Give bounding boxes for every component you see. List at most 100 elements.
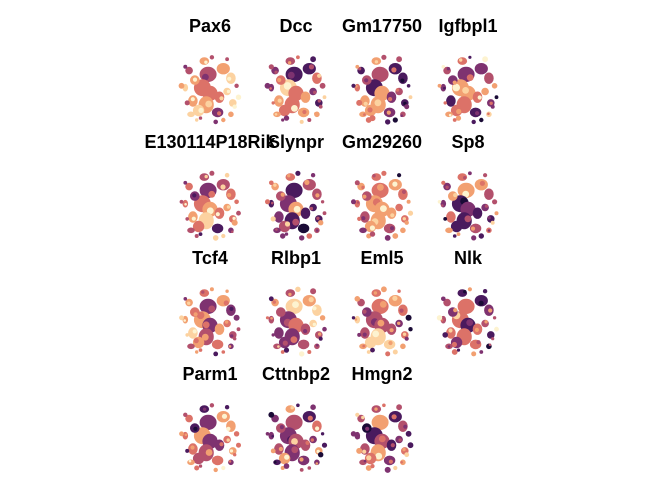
tissue-spot <box>386 110 391 115</box>
panel-title: Sp8 <box>451 132 484 152</box>
spot-point <box>443 101 447 105</box>
tissue-spot <box>374 99 382 107</box>
spot-point <box>382 403 386 408</box>
tissue-region <box>400 459 406 466</box>
tissue-spot <box>227 193 232 198</box>
spot-point <box>224 172 230 178</box>
tissue-spot <box>484 320 488 324</box>
tissue-spot <box>192 329 197 334</box>
spot-point <box>185 217 189 221</box>
tissue-spot <box>376 87 384 94</box>
spot-point <box>451 349 458 355</box>
panel-title: Nlk <box>454 248 483 268</box>
panel-gm17750: Gm17750 <box>342 16 422 125</box>
tissue-spot <box>305 92 310 97</box>
tissue-spot <box>288 292 292 297</box>
spot-point <box>351 199 356 205</box>
spot-point <box>281 118 285 122</box>
tissue-region <box>359 227 367 234</box>
panel-dcc: Dcc <box>264 16 327 124</box>
tissue-spot <box>374 407 378 411</box>
panel-title: Hmgn2 <box>351 364 412 384</box>
tissue-spot <box>185 185 190 189</box>
tissue-spot <box>204 60 208 64</box>
tissue-spot <box>198 222 204 228</box>
spot-point <box>482 289 488 294</box>
tissue-spot <box>390 226 395 231</box>
tissue-spot <box>217 111 222 116</box>
panel-gm29260: Gm29260 <box>342 132 422 241</box>
tissue-region <box>354 315 361 324</box>
spot-point <box>397 289 401 293</box>
spot-point <box>318 104 323 109</box>
tissue-spot <box>221 413 228 419</box>
tissue-spot <box>378 435 386 443</box>
spot-point <box>404 336 409 341</box>
spot-point <box>221 350 226 354</box>
tissue-spot <box>479 180 485 186</box>
tissue-spot <box>445 185 449 189</box>
tissue-spot <box>477 95 482 100</box>
spot-point <box>179 315 184 321</box>
tissue-spot <box>462 190 470 198</box>
tissue-spot <box>193 312 198 317</box>
panel-pax6: Pax6 <box>178 16 242 125</box>
tissue-spot <box>272 417 276 422</box>
spot-point <box>468 55 472 59</box>
tissue-spot <box>302 109 307 115</box>
tissue-region <box>285 57 296 65</box>
tissue-spot <box>391 67 397 73</box>
spot-point <box>295 286 301 292</box>
spot-point <box>355 64 360 69</box>
spot-point <box>264 82 271 89</box>
spot-point <box>194 465 200 471</box>
tissue-spot <box>466 319 474 326</box>
tissue-spot <box>379 301 387 308</box>
tissue-spot <box>202 73 209 81</box>
tissue-region <box>312 420 322 432</box>
tissue-spot <box>470 226 476 231</box>
tissue-spot <box>194 454 200 460</box>
spot-point <box>224 405 230 410</box>
tissue-spot <box>314 112 317 115</box>
spot-point <box>179 199 184 204</box>
tissue-spot <box>271 201 274 205</box>
tissue-spot <box>223 300 229 306</box>
tissue-region <box>386 91 397 103</box>
tissue-spot <box>400 78 405 83</box>
tissue-spot <box>401 189 407 194</box>
tissue-spot <box>232 216 236 221</box>
tissue-spot <box>388 97 393 102</box>
tissue-spot <box>292 218 300 226</box>
tissue-spot <box>473 213 478 218</box>
tissue-spot <box>226 438 230 442</box>
spot-point <box>490 104 495 109</box>
spot-point <box>369 115 376 122</box>
tissue-spot <box>273 183 277 187</box>
spot-point <box>407 210 414 216</box>
tissue-spot <box>277 77 282 83</box>
tissue-spot <box>220 65 226 71</box>
spot-point <box>405 430 412 437</box>
tissue-spot <box>278 446 283 452</box>
tissue-spot <box>201 333 209 341</box>
tissue-spot <box>487 229 491 232</box>
tissue-spot <box>479 66 485 72</box>
tissue-spot <box>231 230 234 233</box>
tissue-spot <box>363 459 367 463</box>
spot-point <box>404 452 410 458</box>
panel-title: Eml5 <box>360 248 403 268</box>
spot-point <box>183 297 188 301</box>
spot-point <box>455 115 462 121</box>
tissue-spot <box>215 212 220 217</box>
spot-point <box>492 199 498 205</box>
spot-point <box>310 288 317 295</box>
tissue-spot <box>402 217 406 221</box>
tissue-spot <box>274 328 280 333</box>
spot-point <box>494 95 499 100</box>
spot-point <box>468 171 472 176</box>
spot-point <box>471 119 476 125</box>
tissue-spot <box>207 420 215 428</box>
spot-point <box>441 180 446 185</box>
